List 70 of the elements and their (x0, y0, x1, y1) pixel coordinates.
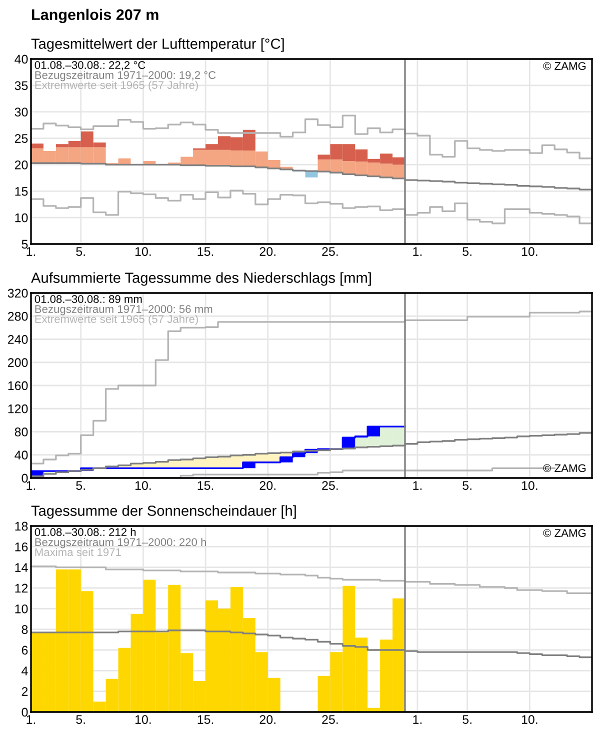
x-tick-label: 15. (198, 481, 214, 490)
y-tick-label: 10 (15, 604, 28, 614)
x-tick-label: 15. (198, 247, 214, 256)
chart-title: Aufsummierte Tagessumme des Niederschlags [mm] (31, 272, 371, 286)
y-tick-label: 35 (14, 81, 28, 90)
y-tick-label: 80 (14, 428, 28, 436)
y-tick-label: 240 (8, 335, 28, 344)
annotation: Maxima seit 1971 (35, 548, 121, 556)
y-tick-label: 280 (8, 312, 28, 321)
y-tick-label: 15 (15, 187, 28, 196)
annotation: Bezugszeitraum 1971–2000: 19,2 °C (35, 70, 216, 82)
x-tick-label: 10. (522, 481, 538, 490)
x-tick-label: 1. (26, 481, 36, 490)
x-tick-label: 20. (260, 247, 276, 256)
x-tick-label: 10. (135, 247, 151, 256)
x-tick-label: 5. (462, 715, 472, 724)
x-tick-label: 25. (322, 481, 338, 490)
y-tick-label: 6 (22, 646, 28, 655)
y-tick-label: 2 (22, 687, 28, 696)
y-tick-label: 0 (22, 474, 28, 483)
y-tick-label: 160 (8, 381, 28, 390)
x-tick-label: 5. (462, 247, 472, 256)
y-tick-label: 18 (15, 522, 28, 531)
x-tick-label: 5. (76, 247, 85, 256)
x-tick-label: 1. (26, 247, 36, 256)
x-tick-label: 25. (322, 247, 338, 256)
y-tick-label: 40 (14, 54, 28, 64)
y-tick-label: 16 (15, 542, 28, 552)
annotation: 01.08.–30.08.: 22,2 °C (34, 61, 146, 70)
x-tick-label: 5. (462, 481, 472, 490)
annotation: © ZAMG (543, 529, 586, 537)
y-tick-label: 25 (14, 134, 28, 143)
chart-title: Langenlois 207 m (32, 8, 158, 24)
y-tick-label: 8 (22, 625, 28, 634)
x-tick-label: 10. (135, 715, 151, 724)
annotation: Bezugszeitraum 1971–2000: 56 mm (35, 304, 212, 316)
x-tick-label: 5. (76, 481, 85, 490)
x-tick-label: 25. (322, 715, 338, 724)
annotation: © ZAMG (543, 464, 586, 472)
y-tick-label: 12 (15, 584, 28, 593)
annotation: 01.08.–30.08.: 89 mm (34, 295, 142, 304)
x-tick-label: 20. (260, 715, 276, 724)
annotation: 01.08.–30.08.: 212 h (34, 528, 136, 536)
x-tick-label: 10. (135, 481, 151, 490)
y-tick-label: 320 (8, 288, 28, 298)
annotation: © ZAMG (543, 62, 586, 70)
x-tick-label: 1. (413, 715, 422, 724)
x-tick-label: 5. (76, 715, 85, 724)
x-tick-label: 1. (413, 247, 422, 256)
y-tick-label: 40 (14, 450, 28, 460)
x-tick-label: 1. (26, 715, 36, 724)
annotation: Extremwerte seit 1965 (57 Jahre) (35, 80, 198, 92)
x-tick-label: 10. (522, 715, 538, 724)
chart-subtitle: Tagesmittelwert der Lufttemperatur [°C] (31, 38, 284, 52)
annotation: Bezugszeitraum 1971–2000: 220 h (35, 538, 206, 548)
y-tick-label: 0 (22, 708, 28, 717)
y-tick-label: 200 (8, 358, 28, 368)
y-tick-label: 120 (8, 404, 28, 414)
x-tick-label: 15. (198, 715, 214, 724)
y-tick-label: 14 (15, 563, 28, 572)
y-tick-label: 4 (22, 666, 28, 676)
y-tick-label: 5 (22, 240, 28, 249)
y-tick-label: 20 (14, 160, 28, 170)
x-tick-label: 20. (260, 481, 276, 490)
x-tick-label: 10. (522, 247, 538, 256)
x-tick-label: 1. (413, 481, 422, 490)
y-tick-label: 30 (14, 108, 28, 117)
chart-title: Tagessumme der Sonnenscheindauer [h] (31, 505, 296, 519)
annotation: Extremwerte seit 1965 (57 Jahre) (35, 314, 198, 326)
y-tick-label: 10 (15, 213, 28, 222)
